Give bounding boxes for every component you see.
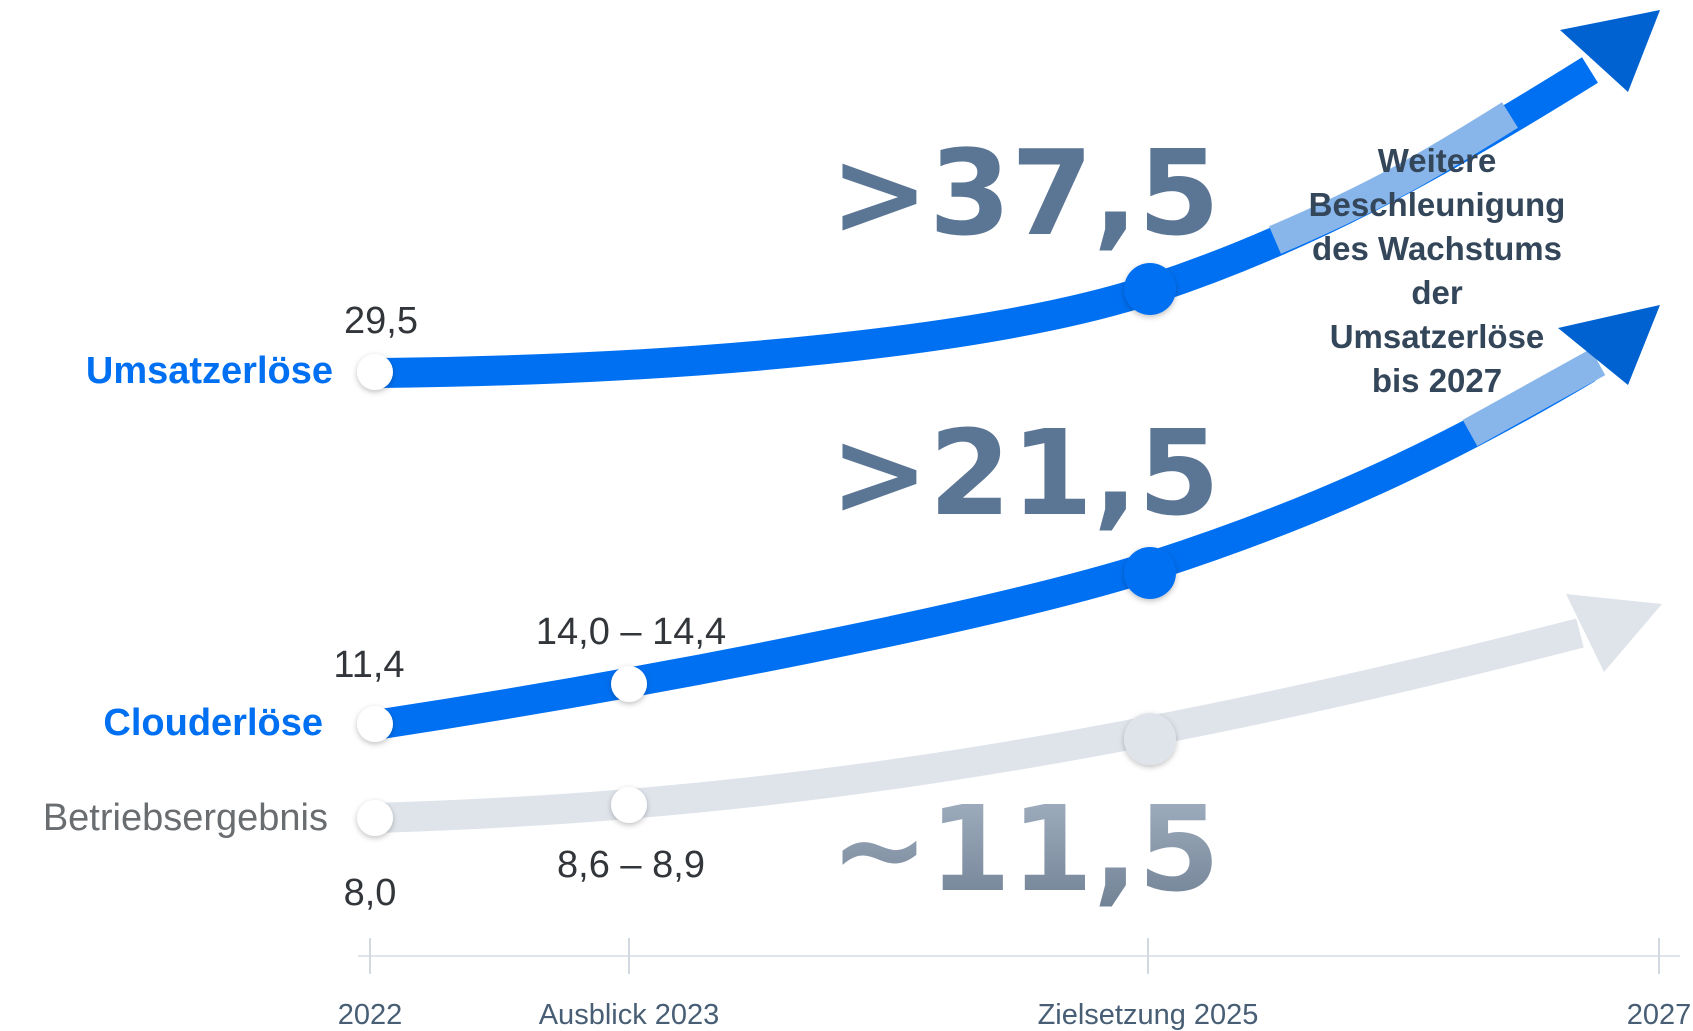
series-label-umsatzerloese: Umsatzerlöse — [86, 350, 333, 392]
series-clouderloese — [357, 305, 1660, 742]
data-point — [1124, 547, 1176, 599]
umsatzerloese-arrowhead — [1560, 10, 1660, 92]
x-axis: 2022 Ausblick 2023 Zielsetzung 2025 2027 — [338, 938, 1692, 1031]
x-tick-label: Zielsetzung 2025 — [1038, 999, 1259, 1031]
callout-line: Beschleunigung — [1309, 186, 1566, 223]
betriebsergebnis-arrowhead — [1566, 594, 1662, 672]
data-point — [1124, 263, 1176, 315]
data-point — [611, 787, 647, 823]
data-label: 29,5 — [344, 300, 418, 342]
target-value-clouderloese: >21,5 — [830, 404, 1220, 542]
callout-line: bis 2027 — [1372, 362, 1502, 399]
data-label: 8,6 – 8,9 — [557, 844, 705, 886]
series-betriebsergebnis — [357, 594, 1662, 836]
data-point — [1124, 713, 1176, 765]
series-umsatzerloese — [357, 10, 1660, 390]
clouderloese-highlight — [1462, 348, 1606, 447]
data-label: 8,0 — [344, 872, 397, 914]
data-point — [357, 354, 393, 390]
clouderloese-arrowhead — [1558, 305, 1660, 385]
betriebsergebnis-line — [374, 618, 1584, 833]
data-point — [357, 800, 393, 836]
umsatzerloese-highlight — [1269, 102, 1518, 254]
data-point — [611, 666, 647, 702]
umsatzerloese-line — [374, 273, 1160, 388]
data-label: 14,0 – 14,4 — [536, 611, 726, 653]
x-tick-label: Ausblick 2023 — [539, 999, 720, 1031]
series-label-clouderloese: Clouderlöse — [103, 702, 323, 744]
x-tick-label: 2027 — [1627, 999, 1692, 1031]
callout-line: Weitere — [1378, 142, 1497, 179]
target-value-betriebsergebnis: ~11,5 — [830, 780, 1220, 918]
series-label-betriebsergebnis: Betriebsergebnis — [43, 797, 328, 839]
data-point — [357, 706, 393, 742]
data-label: 11,4 — [333, 644, 404, 686]
callout-line: des Wachstums — [1312, 230, 1562, 267]
growth-callout: Weitere Beschleunigung des Wachstums der… — [1309, 142, 1566, 399]
target-value-umsatzerloese: >37,5 — [830, 124, 1220, 262]
callout-line: Umsatzerlöse — [1330, 318, 1545, 355]
callout-line: der — [1411, 274, 1463, 311]
x-tick-label: 2022 — [338, 999, 403, 1031]
clouderloese-line — [372, 550, 1160, 740]
